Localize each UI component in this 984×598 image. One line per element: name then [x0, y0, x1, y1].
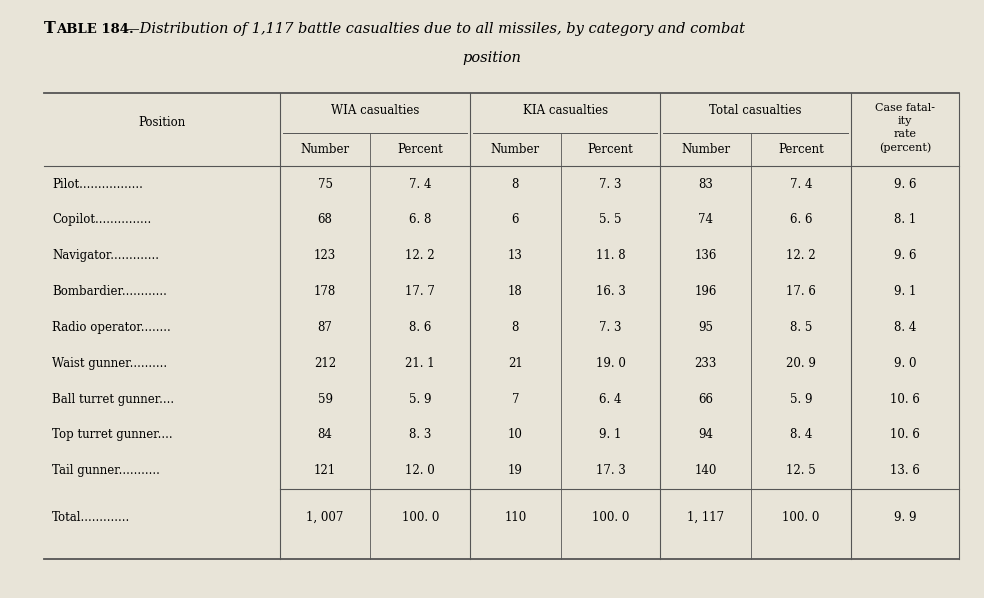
Text: 9. 9: 9. 9: [893, 511, 916, 524]
Text: 7. 4: 7. 4: [789, 178, 812, 191]
Text: 83: 83: [699, 178, 713, 191]
Text: 21. 1: 21. 1: [405, 357, 435, 370]
Text: Ball turret gunner....: Ball turret gunner....: [52, 392, 174, 405]
Text: 18: 18: [508, 285, 523, 298]
Text: 21: 21: [508, 357, 523, 370]
Text: 8. 6: 8. 6: [409, 321, 431, 334]
Text: 8. 1: 8. 1: [893, 213, 916, 227]
Text: 110: 110: [505, 511, 526, 524]
Text: ity: ity: [897, 116, 912, 126]
Text: 136: 136: [695, 249, 717, 263]
Text: 10. 6: 10. 6: [891, 392, 920, 405]
Text: 9. 1: 9. 1: [893, 285, 916, 298]
Text: 87: 87: [318, 321, 333, 334]
Text: 10. 6: 10. 6: [891, 428, 920, 441]
Text: 9. 1: 9. 1: [599, 428, 622, 441]
Text: 5. 9: 5. 9: [409, 392, 432, 405]
Text: position: position: [462, 51, 522, 65]
Text: 17. 3: 17. 3: [595, 464, 626, 477]
Text: Waist gunner..........: Waist gunner..........: [52, 357, 167, 370]
Text: 121: 121: [314, 464, 337, 477]
Text: 5. 5: 5. 5: [599, 213, 622, 227]
Text: Case fatal-: Case fatal-: [875, 103, 935, 113]
Text: 59: 59: [318, 392, 333, 405]
Text: Total.............: Total.............: [52, 511, 131, 524]
Text: 19. 0: 19. 0: [595, 357, 626, 370]
Text: Position: Position: [139, 117, 186, 129]
Text: 6: 6: [512, 213, 520, 227]
Text: 9. 6: 9. 6: [893, 178, 916, 191]
Text: Number: Number: [300, 144, 349, 156]
Text: Number: Number: [681, 144, 730, 156]
Text: 6. 6: 6. 6: [789, 213, 812, 227]
Text: 12. 0: 12. 0: [405, 464, 435, 477]
Text: 6. 8: 6. 8: [409, 213, 431, 227]
Text: 140: 140: [695, 464, 717, 477]
Text: 8. 4: 8. 4: [893, 321, 916, 334]
Text: Total casualties: Total casualties: [709, 103, 802, 117]
Text: 100. 0: 100. 0: [592, 511, 629, 524]
Text: Pilot.................: Pilot.................: [52, 178, 143, 191]
Text: WIA casualties: WIA casualties: [331, 103, 419, 117]
Text: 84: 84: [318, 428, 333, 441]
Text: 11. 8: 11. 8: [595, 249, 626, 263]
Text: Percent: Percent: [778, 144, 824, 156]
Text: 100. 0: 100. 0: [401, 511, 439, 524]
Text: rate: rate: [893, 129, 916, 139]
Text: 12. 2: 12. 2: [786, 249, 816, 263]
Text: 7. 4: 7. 4: [409, 178, 432, 191]
Text: 10: 10: [508, 428, 523, 441]
Text: 12. 2: 12. 2: [405, 249, 435, 263]
Text: 68: 68: [318, 213, 333, 227]
Text: 6. 4: 6. 4: [599, 392, 622, 405]
Text: 212: 212: [314, 357, 337, 370]
Text: T: T: [44, 20, 56, 37]
Text: 75: 75: [318, 178, 333, 191]
Text: 123: 123: [314, 249, 337, 263]
Text: ABLE 184.: ABLE 184.: [56, 23, 134, 36]
Text: 100. 0: 100. 0: [782, 511, 820, 524]
Text: 7. 3: 7. 3: [599, 178, 622, 191]
Text: —Distribution of 1,117 battle casualties due to all missiles, by category and co: —Distribution of 1,117 battle casualties…: [125, 22, 745, 36]
Text: 94: 94: [699, 428, 713, 441]
Text: 74: 74: [699, 213, 713, 227]
Text: Navigator.............: Navigator.............: [52, 249, 159, 263]
Text: 1, 007: 1, 007: [306, 511, 343, 524]
Text: 16. 3: 16. 3: [595, 285, 626, 298]
Text: 5. 9: 5. 9: [789, 392, 812, 405]
Text: Radio operator........: Radio operator........: [52, 321, 171, 334]
Text: Percent: Percent: [398, 144, 443, 156]
Text: (percent): (percent): [879, 142, 931, 153]
Text: 7. 3: 7. 3: [599, 321, 622, 334]
Text: 8. 3: 8. 3: [409, 428, 431, 441]
Text: 178: 178: [314, 285, 337, 298]
Text: 233: 233: [695, 357, 717, 370]
Text: 7: 7: [512, 392, 520, 405]
Text: Percent: Percent: [587, 144, 634, 156]
Text: Bombardier............: Bombardier............: [52, 285, 167, 298]
Text: 13. 6: 13. 6: [891, 464, 920, 477]
Text: KIA casualties: KIA casualties: [523, 103, 608, 117]
Text: Top turret gunner....: Top turret gunner....: [52, 428, 173, 441]
Text: 8. 5: 8. 5: [789, 321, 812, 334]
Text: 66: 66: [699, 392, 713, 405]
Text: 8: 8: [512, 178, 520, 191]
Text: 9. 0: 9. 0: [893, 357, 916, 370]
Text: 19: 19: [508, 464, 523, 477]
Text: 8. 4: 8. 4: [789, 428, 812, 441]
Text: 9. 6: 9. 6: [893, 249, 916, 263]
Text: 196: 196: [695, 285, 717, 298]
Text: 17. 6: 17. 6: [786, 285, 816, 298]
Text: 17. 7: 17. 7: [405, 285, 435, 298]
Text: Tail gunner...........: Tail gunner...........: [52, 464, 160, 477]
Text: 8: 8: [512, 321, 520, 334]
Text: 95: 95: [699, 321, 713, 334]
Text: 12. 5: 12. 5: [786, 464, 816, 477]
Text: 1, 117: 1, 117: [687, 511, 724, 524]
Text: 20. 9: 20. 9: [786, 357, 816, 370]
Text: Number: Number: [491, 144, 540, 156]
Text: Copilot...............: Copilot...............: [52, 213, 152, 227]
Text: 13: 13: [508, 249, 523, 263]
